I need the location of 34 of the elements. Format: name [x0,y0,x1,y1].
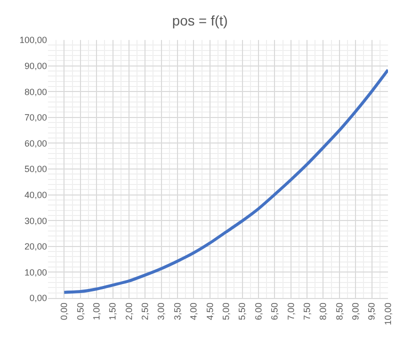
y-tick-label: 60,00 [24,138,47,148]
y-tick-label: 30,00 [24,216,47,226]
x-tick-label: 9,50 [366,302,377,320]
x-tick-label: 0,00 [59,302,70,320]
x-tick-label: 7,50 [302,302,312,320]
x-tick-label: 3,00 [156,302,166,320]
x-tick-label: 5,50 [237,302,248,320]
x-tick-label: 2,00 [124,302,134,320]
y-tick-label: 40,00 [24,190,47,200]
x-tick-label: 8,50 [334,302,344,320]
x-tick-label: 6,50 [270,302,280,320]
y-tick-label: 10,00 [24,267,47,278]
x-tick-label: 5,00 [221,302,232,320]
y-tick-label: 100,00 [19,35,47,46]
y-tick-label: 90,00 [24,60,47,71]
x-tick-label: 1,00 [91,302,102,320]
x-tick-label: 6,00 [253,302,264,320]
y-tick-label: 0,00 [29,293,47,304]
x-tick-label: 10,00 [382,302,393,326]
y-tick-label: 70,00 [24,112,47,123]
x-tick-label: 7,00 [286,302,296,320]
x-tick-label: 4,00 [188,302,199,320]
y-tick-label: 50,00 [24,164,47,174]
x-tick-label: 9,00 [350,302,361,320]
x-tick-label: 1,50 [108,302,118,320]
x-tick-label: 4,50 [204,302,215,320]
x-tick-label: 0,50 [75,302,86,320]
line-series [62,68,388,294]
y-tick-label: 20,00 [24,242,47,252]
y-tick-label: 80,00 [24,86,47,97]
x-tick-label: 3,50 [172,302,182,320]
x-tick-label: 8,00 [318,302,328,320]
chart-title: pos = f(t) [172,12,228,28]
x-tick-label: 2,50 [140,302,150,320]
